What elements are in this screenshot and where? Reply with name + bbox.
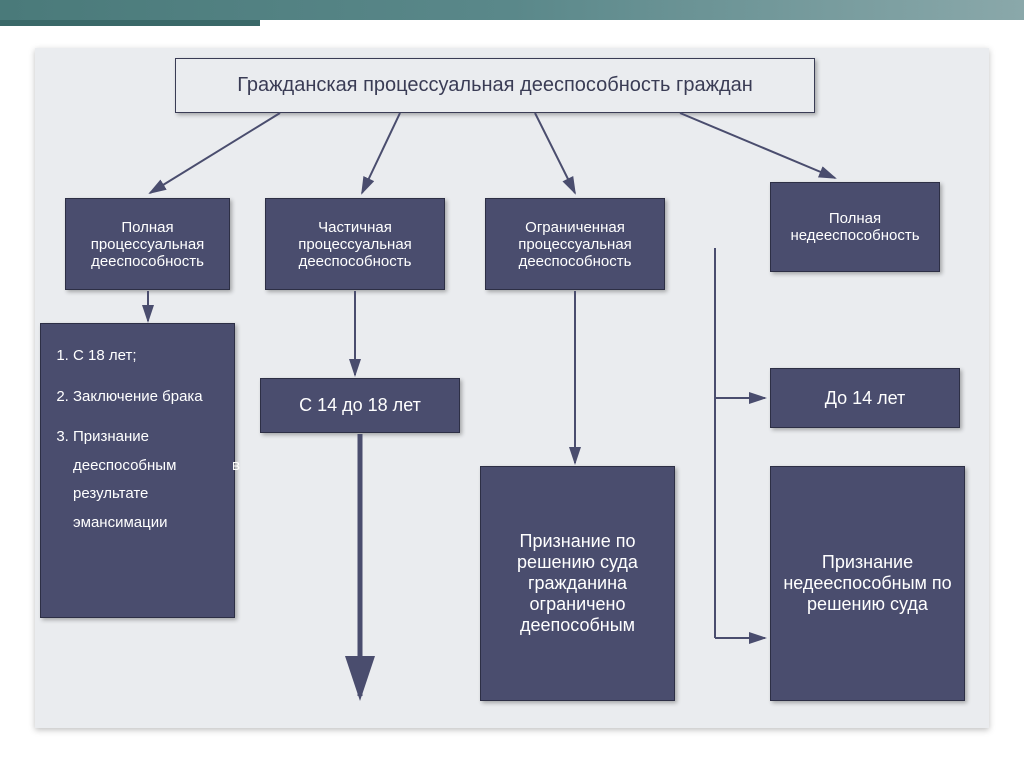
title-box: Гражданская процессуальная дееспособност… <box>175 58 815 113</box>
leaf-full-list: С 18 лет; Заключение брака Признание дее… <box>40 323 235 618</box>
slide-top-bar-accent <box>0 20 260 26</box>
incap-court-text: Признание недееспособным по решению суда <box>781 552 954 615</box>
col-incap: Полная недееспособность <box>770 182 940 272</box>
full-list-item-3: Признание дееспособным в результате эман… <box>73 423 246 537</box>
partial-age-text: С 14 до 18 лет <box>299 395 421 416</box>
leaf-incap-age: До 14 лет <box>770 368 960 428</box>
slide-top-bar <box>0 0 1024 20</box>
col-full-label: Полная процессуальная дееспособность <box>76 219 219 270</box>
incap-age-text: До 14 лет <box>825 388 906 409</box>
limited-court-text: Признание по решению суда гражданина огр… <box>491 531 664 636</box>
col-full: Полная процессуальная дееспособность <box>65 198 230 290</box>
leaf-incap-court: Признание недееспособным по решению суда <box>770 466 965 701</box>
full-list-item-2: Заключение брака <box>73 383 246 412</box>
title-text: Гражданская процессуальная дееспособност… <box>237 74 753 97</box>
full-list-ol: С 18 лет; Заключение брака Признание дее… <box>51 342 246 549</box>
diagram-canvas: Гражданская процессуальная дееспособност… <box>35 48 989 728</box>
col-incap-label: Полная недееспособность <box>781 210 929 244</box>
col-limited: Ограниченная процессуальная дееспособнос… <box>485 198 665 290</box>
col-limited-label: Ограниченная процессуальная дееспособнос… <box>496 219 654 270</box>
leaf-limited-court: Признание по решению суда гражданина огр… <box>480 466 675 701</box>
full-list-item-1: С 18 лет; <box>73 342 246 371</box>
leaf-partial-age: С 14 до 18 лет <box>260 378 460 433</box>
col-partial: Частичная процессуальная дееспособность <box>265 198 445 290</box>
col-partial-label: Частичная процессуальная дееспособность <box>276 219 434 270</box>
